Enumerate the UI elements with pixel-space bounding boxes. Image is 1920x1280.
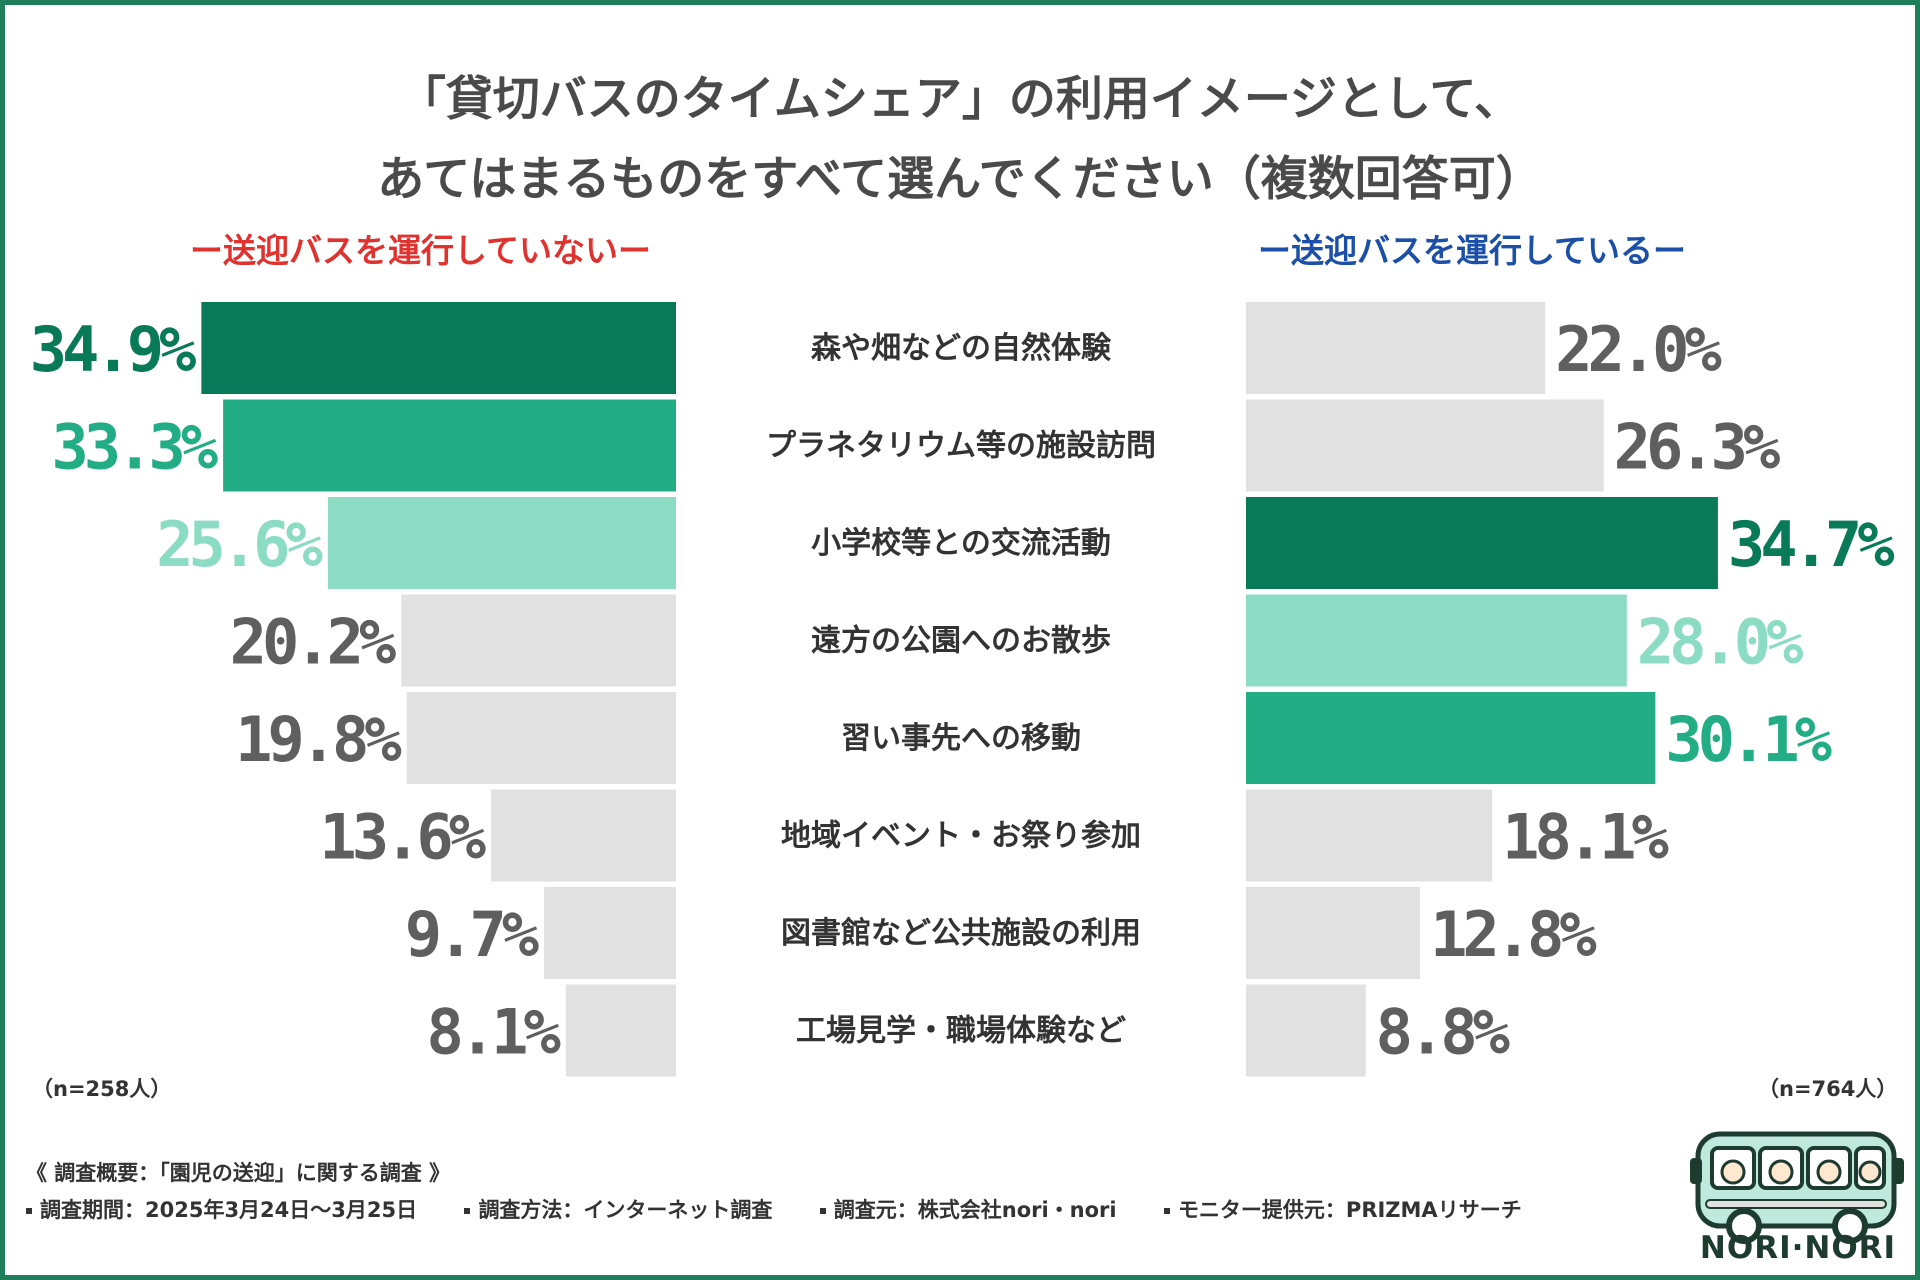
left-bar xyxy=(406,692,676,784)
survey-source: 調査元：株式会社nori・nori xyxy=(819,1194,1117,1224)
survey-method: 調査方法：インターネット調査 xyxy=(464,1194,772,1224)
survey-summary: 《 調査概要：「園児の送迎」に関する調査 》 xyxy=(26,1161,451,1185)
survey-period: 調査期間：2025年3月24日〜3月25日 xyxy=(26,1194,417,1224)
left-sample-size: （n=258人） xyxy=(32,1077,172,1101)
right-bar xyxy=(1246,692,1656,784)
category-label: 地域イベント・お祭り参加 xyxy=(781,819,1141,854)
left-bar xyxy=(223,399,676,492)
right-value-label: 26.3% xyxy=(1614,411,1780,484)
right-value-label: 28.0% xyxy=(1637,606,1803,679)
left-value-label: 19.8% xyxy=(235,703,401,776)
left-value-label: 33.3% xyxy=(51,411,217,484)
category-label: 図書館など公共施設の利用 xyxy=(781,916,1141,951)
right-value-label: 18.1% xyxy=(1502,801,1668,874)
monitor-provider: モニター提供元：PRIZMAリサーチ xyxy=(1163,1194,1522,1224)
left-bar xyxy=(565,984,676,1077)
left-bar xyxy=(327,497,676,589)
category-label: 習い事先への移動 xyxy=(841,721,1081,756)
category-label: 森や畑などの自然体験 xyxy=(811,331,1112,366)
right-bar xyxy=(1246,594,1627,687)
right-value-label: 34.7% xyxy=(1728,508,1894,581)
right-value-label: 30.1% xyxy=(1665,703,1831,776)
right-bar xyxy=(1246,789,1493,882)
bus-logo-icon xyxy=(1690,1131,1904,1244)
left-value-label: 20.2% xyxy=(230,606,396,679)
category-label: 遠方の公園へのお散歩 xyxy=(811,624,1111,659)
chart-title-line1: 「貸切バスのタイムシェア」の利用イメージとして、 xyxy=(398,72,1522,127)
right-bar xyxy=(1246,984,1366,1077)
right-value-label: 8.8% xyxy=(1376,996,1510,1069)
right-group-header: ー送迎バスを運行しているー xyxy=(1258,231,1687,270)
left-value-label: 13.6% xyxy=(319,801,485,874)
right-value-label: 22.0% xyxy=(1555,313,1721,386)
category-label: 小学校等との交流活動 xyxy=(811,526,1111,561)
left-value-label: 34.9% xyxy=(30,313,196,386)
logo-text: NORI·NORI xyxy=(1699,1230,1897,1266)
right-bar xyxy=(1246,399,1604,492)
left-value-label: 25.6% xyxy=(156,508,322,581)
right-bar xyxy=(1246,302,1546,394)
left-bar xyxy=(491,789,676,882)
right-bar xyxy=(1246,497,1718,589)
right-sample-size: （n=764人） xyxy=(1758,1077,1898,1101)
category-label: 工場見学・職場体験など xyxy=(796,1014,1126,1049)
left-value-label: 9.7% xyxy=(405,898,539,971)
left-bar xyxy=(544,887,676,979)
left-bar xyxy=(201,302,677,394)
left-bar xyxy=(401,594,676,687)
category-label: プラネタリウム等の施設訪問 xyxy=(766,429,1156,464)
left-value-label: 8.1% xyxy=(427,996,561,1069)
right-bar xyxy=(1246,887,1421,979)
survey-details: 調査期間：2025年3月24日〜3月25日 調査方法：インターネット調査 調査元… xyxy=(26,1194,1562,1224)
chart-title-line2: あてはまるものをすべて選んでください（複数回答可） xyxy=(377,152,1543,207)
left-group-header: ー送迎バスを運行していないー xyxy=(190,231,652,270)
right-value-label: 12.8% xyxy=(1430,898,1596,971)
